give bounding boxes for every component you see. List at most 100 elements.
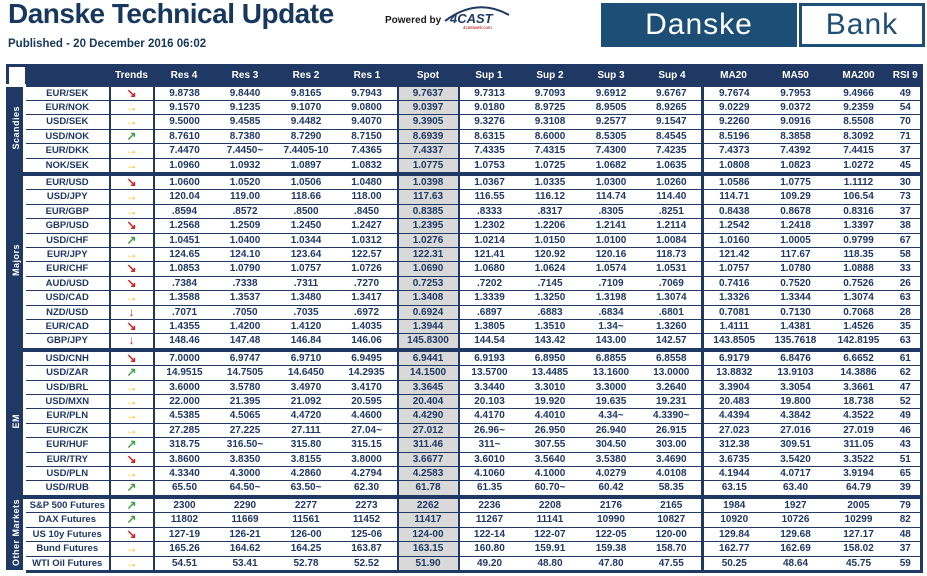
cell-sup-1: 1.2302	[458, 218, 520, 234]
cell-res-3: 1.0400	[214, 233, 276, 248]
cell-sup-2: 3.5640	[519, 452, 581, 468]
trend-cell: →	[109, 290, 155, 306]
cell-ma200: 0.9799	[826, 233, 891, 248]
trend-right-icon: →	[125, 423, 138, 437]
cell-sup-2: 4.4010	[519, 408, 581, 424]
cell-res-2: 164.25	[275, 541, 337, 557]
cell-res-3: 164.62	[214, 541, 276, 557]
cell-sup-2: 7.4315	[519, 143, 581, 159]
cell-sup-3: 143.00	[580, 333, 642, 351]
col-header-sup-1: Sup 1	[458, 65, 520, 87]
cell-ma200: 1.3074	[826, 290, 891, 306]
danske-bank-logo: Danske Bank	[601, 3, 925, 47]
cell-res-4: 1.4355	[153, 319, 215, 335]
cell-res-2: 27.111	[275, 423, 337, 439]
cell-sup-1: 1.0214	[458, 233, 520, 248]
cell-sup-4: .8251	[641, 204, 704, 220]
instrument-label: USD/JPY	[24, 189, 111, 205]
cell-res-1: 2273	[336, 496, 398, 514]
instrument-label: DAX Futures	[24, 512, 111, 528]
cell-ma20: 13.8832	[702, 365, 765, 381]
cell-sup-2: 1.0624	[519, 261, 581, 277]
cell-sup-3: .7109	[580, 276, 642, 292]
cell-sup-3: 1.0300	[580, 173, 642, 191]
instrument-label: USD/PLN	[24, 466, 111, 482]
row-bund-futures: Bund Futures → 165.26 164.62 164.25 163.87 163…	[8, 541, 922, 557]
row-eur-pln: EUR/PLN → 4.5385 4.5065 4.4720 4.4600 4.4290 4.…	[8, 408, 922, 424]
cell-sup-2: 122-07	[519, 527, 581, 543]
cell-ma20: 0.7416	[702, 276, 765, 292]
trend-right-icon: →	[125, 158, 138, 172]
cell-ma50: 7.4392	[764, 143, 827, 159]
cell-res-3: 64.50~	[214, 480, 276, 498]
cell-res-2: 118.66	[275, 189, 337, 205]
cell-ma200: 0.7068	[826, 305, 891, 321]
instrument-label: NZD/USD	[24, 305, 111, 321]
cell-sup-2: 120.92	[519, 247, 581, 263]
cell-ma200: 158.02	[826, 541, 891, 557]
cell-res-4: 1.0960	[153, 158, 215, 175]
cell-ma200: 127.17	[826, 527, 891, 543]
cell-spot: 1.3944	[396, 319, 460, 335]
cell-res-2: 9.8165	[275, 85, 337, 101]
cell-res-1: 7.4365	[336, 143, 398, 159]
cell-sup-2: .8317	[519, 204, 581, 220]
cell-rsi-9: 45	[890, 158, 922, 175]
cell-ma50: 109.29	[764, 189, 827, 205]
cell-sup-4: 1.3260	[641, 319, 704, 335]
cell-res-4: 9.5000	[153, 114, 215, 130]
cell-sup-1: 49.20	[458, 556, 520, 573]
cell-sup-1: 4.1060	[458, 466, 520, 482]
cell-ma200: 10299	[826, 512, 891, 528]
corner-group-cell	[7, 65, 25, 87]
trend-up-right-icon: ↗	[126, 129, 137, 143]
cell-ma200: 118.35	[826, 247, 891, 263]
cell-res-1: 62.30	[336, 480, 398, 498]
cell-ma200: 1.1112	[826, 173, 891, 191]
cell-ma20: 1.0757	[702, 261, 765, 277]
published-timestamp: Published - 20 December 2016 06:02	[8, 38, 207, 50]
cell-sup-4: 4.0108	[641, 466, 704, 482]
cell-ma50: 4.3842	[764, 408, 827, 424]
cell-res-4: 9.8738	[153, 85, 215, 101]
cell-res-1: .6972	[336, 305, 398, 321]
cell-sup-2: 3.3010	[519, 380, 581, 396]
cell-rsi-9: 71	[890, 129, 922, 145]
cell-res-4: 318.75	[153, 437, 215, 453]
cell-res-1: 1.0480	[336, 173, 398, 191]
cell-sup-2: 13.4485	[519, 365, 581, 381]
cell-sup-4: 13.0000	[641, 365, 704, 381]
cell-rsi-9: 30	[890, 173, 922, 191]
cell-sup-2: 4.1000	[519, 466, 581, 482]
trend-right-icon: →	[125, 100, 138, 114]
cell-ma50: 129.68	[764, 527, 827, 543]
cell-res-2: 9.4482	[275, 114, 337, 130]
cell-res-1: .8450	[336, 204, 398, 220]
cell-rsi-9: 54	[890, 100, 922, 116]
cell-sup-3: 3.3000	[580, 380, 642, 396]
cell-res-4: 2300	[153, 496, 215, 514]
trend-down-right-icon: ↘	[126, 350, 137, 365]
instrument-label: USD/NOK	[24, 129, 111, 145]
col-header-sup-3: Sup 3	[580, 65, 642, 87]
report-header: Danske Technical Update Powered by 4CAST…	[0, 0, 927, 64]
row-usd-jpy: USD/JPY → 120.04 119.00 118.66 118.00 117.63 11…	[8, 189, 922, 205]
cell-res-3: 14.7505	[214, 365, 276, 381]
cell-sup-4: 118.73	[641, 247, 704, 263]
cell-res-2: .7035	[275, 305, 337, 321]
cell-sup-1: 2236	[458, 496, 520, 514]
cell-sup-4: .7069	[641, 276, 704, 292]
cell-rsi-9: 39	[890, 480, 922, 498]
cell-sup-3: 6.8855	[580, 349, 642, 367]
cell-ma50: 1.0005	[764, 233, 827, 248]
cell-res-1: 118.00	[336, 189, 398, 205]
cell-sup-3: 120.16	[580, 247, 642, 263]
trend-cell: ↗	[109, 480, 155, 498]
cell-sup-2: 1.2206	[519, 218, 581, 234]
instrument-label: EUR/SEK	[24, 85, 111, 101]
cell-ma200: 142.8195	[826, 333, 891, 351]
instrument-label: USD/BRL	[24, 380, 111, 396]
cell-res-1: 1.2427	[336, 218, 398, 234]
cell-spot: 20.404	[396, 394, 460, 410]
cell-sup-3: 9.6912	[580, 85, 642, 101]
